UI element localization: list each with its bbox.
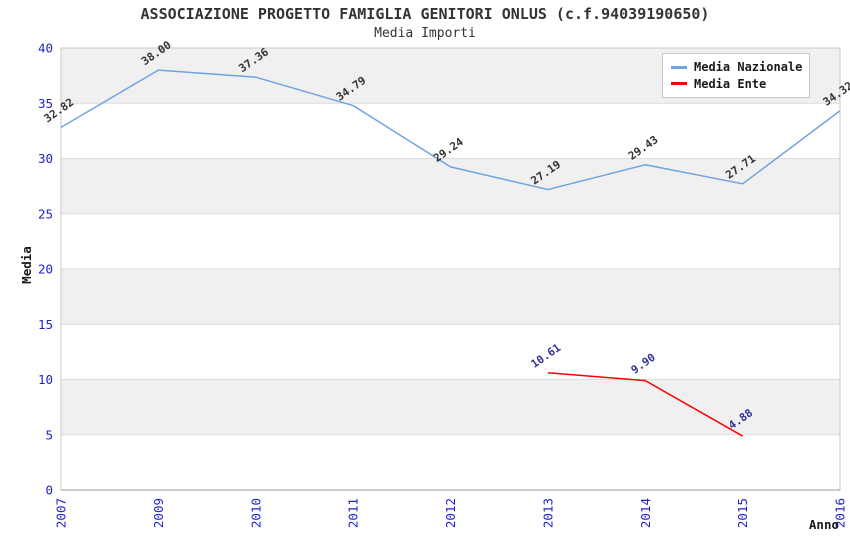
data-label: 10.61 [529,341,564,371]
y-tick-label: 40 [38,41,53,56]
legend-label: Media Nazionale [694,60,803,75]
x-tick-label: 2010 [248,498,263,528]
series-line-media-nazionale [60,69,841,191]
x-tick-label: 2016 [833,498,848,528]
y-tick-label: 10 [38,372,53,387]
legend-line-swatch-blue [671,65,687,69]
chart-subtitle: Media Importi [374,26,476,41]
x-tick-label: 2009 [151,498,166,528]
grid-band [61,269,840,325]
y-tick-label: 5 [45,427,53,442]
legend-label: Media Ente [694,76,767,91]
y-tick-label: 0 [45,483,53,498]
x-tick-label: 2007 [54,498,69,528]
x-axis-title: Anno [809,517,839,532]
y-axis-title: Media [19,246,34,284]
legend-item-media-ente: Media Ente [671,76,801,93]
legend-item-media-nazionale: Media Nazionale [671,59,803,76]
x-tick-label: 2014 [638,498,653,528]
y-tick-label: 20 [38,262,53,277]
y-tick-label: 15 [38,317,53,332]
chart-title: ASSOCIAZIONE PROGETTO FAMIGLIA GENITORI … [140,5,710,23]
legend: Media Nazionale Media Ente [662,53,810,98]
grid-band [61,158,840,214]
data-label: 9.90 [629,351,658,377]
y-tick-label: 25 [38,206,53,221]
grid-band [61,379,840,435]
y-tick-label: 30 [38,151,53,166]
legend-line-swatch-red [671,82,687,86]
x-tick-label: 2012 [443,498,458,528]
series-line-media-ente [547,372,743,437]
x-tick-label: 2013 [540,498,555,528]
y-tick-label: 35 [38,96,53,111]
x-tick-label: 2015 [735,498,750,528]
x-tick-label: 2011 [346,498,361,528]
